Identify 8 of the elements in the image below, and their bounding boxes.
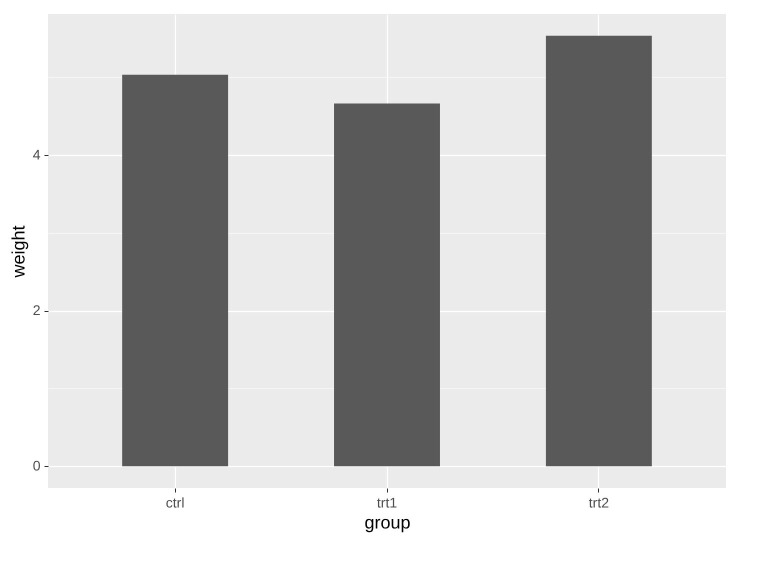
x-tick-label: trt2 — [588, 494, 610, 510]
y-tick-label: 0 — [32, 458, 41, 474]
y-tick-label: 2 — [32, 302, 41, 318]
y-axis-title: weight — [8, 225, 29, 279]
x-axis-title: group — [364, 512, 411, 532]
x-tick-label: ctrl — [166, 494, 184, 510]
y-tick-label: 4 — [32, 146, 41, 162]
x-tick-label: trt1 — [376, 494, 398, 510]
